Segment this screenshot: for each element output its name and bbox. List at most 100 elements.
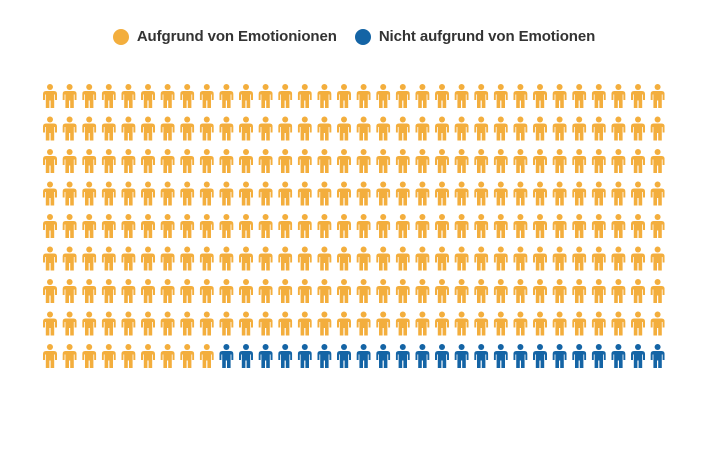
person-icon-emotional <box>297 116 312 141</box>
person-icon-emotional <box>62 246 77 271</box>
person-icon-emotional <box>258 311 273 336</box>
person-icon-emotional <box>356 279 371 303</box>
person-icon-emotional <box>611 181 626 206</box>
person-icon-emotional <box>180 344 195 368</box>
person-icon-emotional <box>62 181 77 206</box>
person-icon-emotional <box>219 181 234 206</box>
person-icon-emotional <box>180 84 195 108</box>
person-icon-emotional <box>395 181 410 206</box>
person-icon-emotional <box>591 181 606 206</box>
person-icon-emotional <box>297 181 312 206</box>
person-icon-emotional <box>317 116 332 141</box>
person-icon-emotional <box>356 116 371 141</box>
person-icon-not-emotional <box>297 344 312 368</box>
person-icon-emotional <box>395 246 410 271</box>
person-icon-emotional <box>239 149 253 173</box>
person-icon-emotional <box>474 84 489 108</box>
person-icon-emotional <box>631 84 645 108</box>
person-icon-emotional <box>62 84 77 108</box>
person-icon-emotional <box>278 311 293 336</box>
person-icon-emotional <box>493 214 508 238</box>
person-icon-emotional <box>572 181 587 206</box>
person-icon-emotional <box>180 279 195 303</box>
person-icon-emotional <box>278 84 293 108</box>
legend-item-emotional[interactable]: Aufgrund von Emotionionen <box>112 28 337 45</box>
person-icon-emotional <box>141 246 155 271</box>
person-icon-emotional <box>650 149 665 173</box>
person-icon-emotional <box>317 246 332 271</box>
person-icon-emotional <box>101 214 116 238</box>
person-icon-emotional <box>435 116 449 141</box>
person-icon-emotional <box>356 149 371 173</box>
person-icon-emotional <box>160 84 175 108</box>
person-icon-emotional <box>435 149 449 173</box>
person-icon-not-emotional <box>454 344 469 368</box>
person-icon-emotional <box>631 311 645 336</box>
person-icon-not-emotional <box>572 344 587 368</box>
person-icon-not-emotional <box>533 344 547 368</box>
legend-item-not-emotional[interactable]: Nicht aufgrund von Emotionen <box>354 28 596 45</box>
person-icon-emotional <box>297 214 312 238</box>
person-icon-emotional <box>435 84 449 108</box>
person-icon-emotional <box>239 214 253 238</box>
person-icon-emotional <box>337 311 351 336</box>
person-icon-emotional <box>356 214 371 238</box>
person-icon-emotional <box>631 181 645 206</box>
person-icon-emotional <box>513 84 528 108</box>
person-icon-emotional <box>160 214 175 238</box>
person-icon-emotional <box>415 116 430 141</box>
person-icon-emotional <box>199 84 214 108</box>
person-icon-emotional <box>533 149 547 173</box>
person-icon-emotional <box>376 181 391 206</box>
person-icon-emotional <box>141 181 155 206</box>
person-icon-not-emotional <box>493 344 508 368</box>
person-icon-emotional <box>533 214 547 238</box>
person-icon-emotional <box>395 311 410 336</box>
person-icon-emotional <box>199 246 214 271</box>
person-icon-emotional <box>239 279 253 303</box>
person-icon-emotional <box>552 84 567 108</box>
person-icon-emotional <box>82 214 97 238</box>
person-icon-emotional <box>219 214 234 238</box>
person-icon-emotional <box>513 246 528 271</box>
person-icon-emotional <box>395 214 410 238</box>
person-icon-emotional <box>199 344 214 368</box>
person-icon-emotional <box>376 149 391 173</box>
person-icon-emotional <box>278 116 293 141</box>
person-icon-emotional <box>572 116 587 141</box>
person-icon-emotional <box>82 344 97 368</box>
person-icon-emotional <box>297 279 312 303</box>
person-icon-emotional <box>337 84 351 108</box>
person-icon-emotional <box>572 214 587 238</box>
person-icon-emotional <box>650 279 665 303</box>
legend-label-not-emotional: Nicht aufgrund von Emotionen <box>378 28 596 45</box>
person-icon-emotional <box>199 214 214 238</box>
person-icon-emotional <box>160 311 175 336</box>
person-icon-emotional <box>552 149 567 173</box>
person-icon-emotional <box>591 214 606 238</box>
person-icon-emotional <box>611 246 626 271</box>
person-icon-not-emotional <box>513 344 528 368</box>
person-icon-emotional <box>278 246 293 271</box>
person-icon-emotional <box>219 279 234 303</box>
person-icon-emotional <box>435 214 449 238</box>
person-icon-emotional <box>650 116 665 141</box>
person-icon-emotional <box>650 246 665 271</box>
person-icon-emotional <box>415 279 430 303</box>
person-icon-emotional <box>43 149 57 173</box>
person-icon-emotional <box>278 214 293 238</box>
person-icon-emotional <box>376 214 391 238</box>
person-icon-emotional <box>513 279 528 303</box>
person-icon-emotional <box>297 246 312 271</box>
person-icon-emotional <box>43 214 57 238</box>
person-icon-not-emotional <box>650 344 665 368</box>
person-icon-emotional <box>239 84 253 108</box>
person-icon-emotional <box>62 311 77 336</box>
person-icon-emotional <box>591 279 606 303</box>
person-icon-emotional <box>454 311 469 336</box>
person-icon-emotional <box>278 149 293 173</box>
person-icon-emotional <box>454 149 469 173</box>
person-icon-emotional <box>337 181 351 206</box>
person-icon-emotional <box>258 116 273 141</box>
person-icon-emotional <box>82 279 97 303</box>
